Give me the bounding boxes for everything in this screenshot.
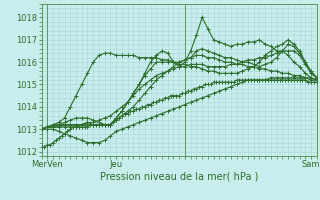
X-axis label: Pression niveau de la mer( hPa ): Pression niveau de la mer( hPa ) xyxy=(100,172,258,182)
